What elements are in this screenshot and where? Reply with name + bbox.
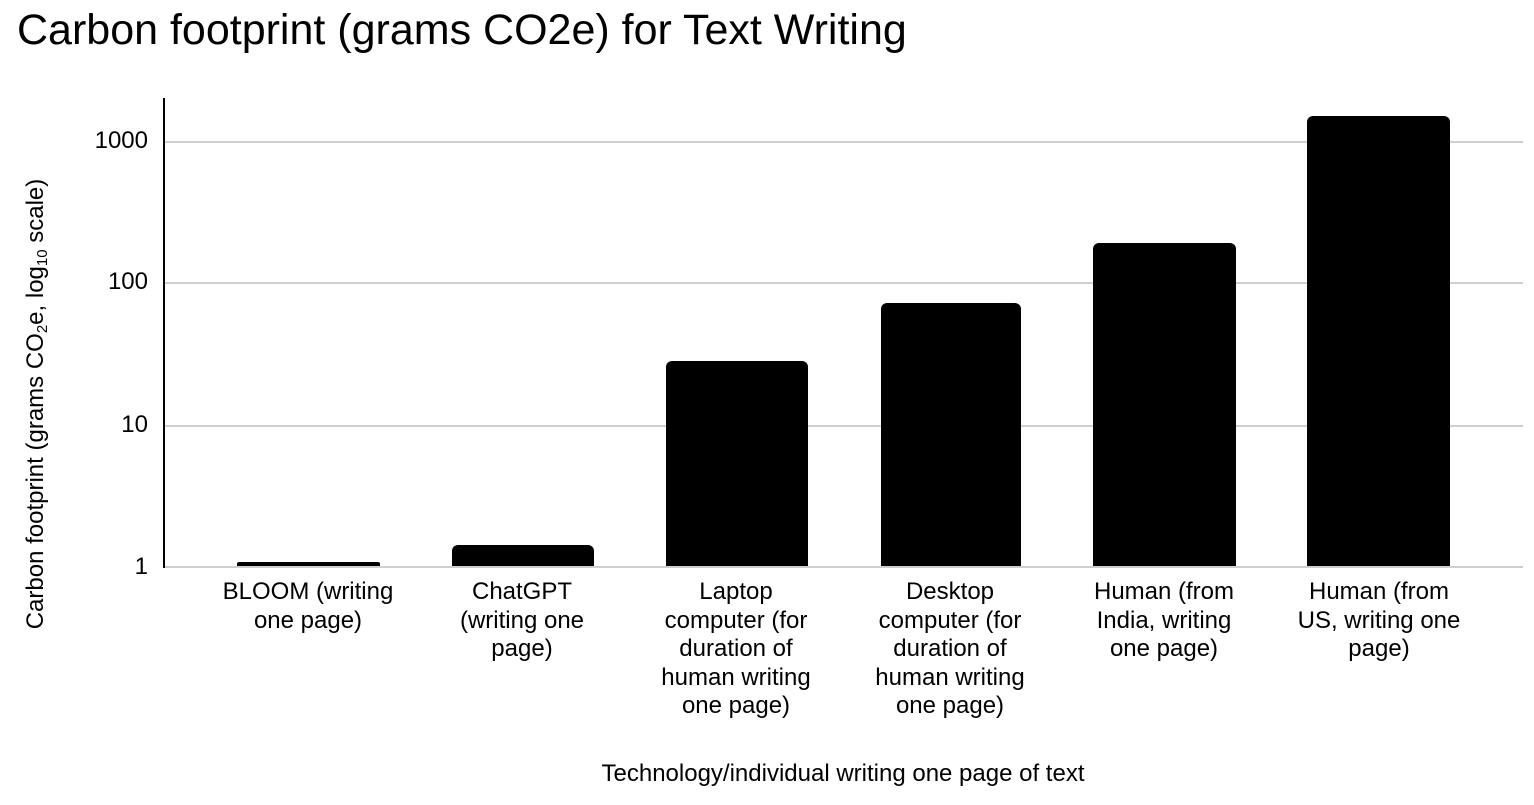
x-category-line: computer (for bbox=[878, 606, 1022, 634]
bar-desktop bbox=[881, 302, 1021, 566]
x-category-chatgpt: ChatGPT (writing one page) bbox=[412, 578, 632, 664]
y-tick-100: 100 bbox=[107, 268, 148, 295]
chart-title: Carbon footprint (grams CO2e) for Text W… bbox=[17, 6, 907, 54]
x-category-line: ChatGPT bbox=[471, 578, 573, 605]
x-category-bloom: BLOOM (writing one page) bbox=[198, 578, 418, 635]
x-category-line: computer (for bbox=[664, 606, 808, 634]
gridline-10 bbox=[165, 425, 1523, 427]
gridline-1000 bbox=[165, 141, 1523, 143]
y-tick-1000: 1000 bbox=[94, 127, 148, 154]
bar-chatgpt bbox=[452, 545, 594, 566]
x-category-line: one page) bbox=[1109, 635, 1219, 662]
x-category-line: one page) bbox=[895, 692, 1005, 719]
bar-bloom bbox=[237, 561, 380, 566]
x-category-line: one page) bbox=[253, 606, 363, 634]
x-category-human-us: Human (from US, writing one page) bbox=[1269, 578, 1489, 664]
x-category-line: duration of bbox=[893, 635, 1007, 662]
x-category-line: US, writing one bbox=[1297, 606, 1461, 634]
bar-human-india bbox=[1093, 243, 1236, 566]
x-category-line: Laptop bbox=[699, 578, 773, 605]
x-category-line: duration of bbox=[679, 635, 793, 662]
y-tick-1: 1 bbox=[134, 553, 148, 580]
plot-area bbox=[163, 98, 1523, 568]
x-axis-baseline bbox=[165, 566, 1523, 568]
x-category-line: one page) bbox=[681, 692, 791, 719]
x-category-line: human writing bbox=[661, 663, 811, 691]
x-category-laptop: Laptop computer (for duration of human w… bbox=[626, 578, 846, 721]
y-axis-label: Carbon footprint (grams CO2e, log10 scal… bbox=[22, 178, 51, 630]
x-category-line: India, writing bbox=[1096, 606, 1232, 634]
x-category-line: page) bbox=[1348, 635, 1410, 662]
bar-human-us bbox=[1307, 115, 1450, 566]
x-category-line: Human (from bbox=[1093, 578, 1235, 605]
x-category-human-india: Human (from India, writing one page) bbox=[1054, 578, 1274, 664]
x-category-line: page) bbox=[491, 635, 553, 662]
x-category-line: (writing one bbox=[459, 606, 585, 634]
x-axis-label: Technology/individual writing one page o… bbox=[601, 760, 1085, 787]
y-tick-10: 10 bbox=[121, 411, 148, 438]
x-category-line: BLOOM (writing bbox=[222, 578, 394, 605]
y-axis-line bbox=[163, 98, 165, 568]
x-category-line: Desktop bbox=[905, 578, 995, 605]
x-category-line: human writing bbox=[875, 663, 1025, 691]
x-category-line: Human (from bbox=[1308, 578, 1450, 605]
x-category-desktop: Desktop computer (for duration of human … bbox=[840, 578, 1060, 721]
gridline-100 bbox=[165, 282, 1523, 284]
bar-laptop bbox=[666, 360, 808, 566]
